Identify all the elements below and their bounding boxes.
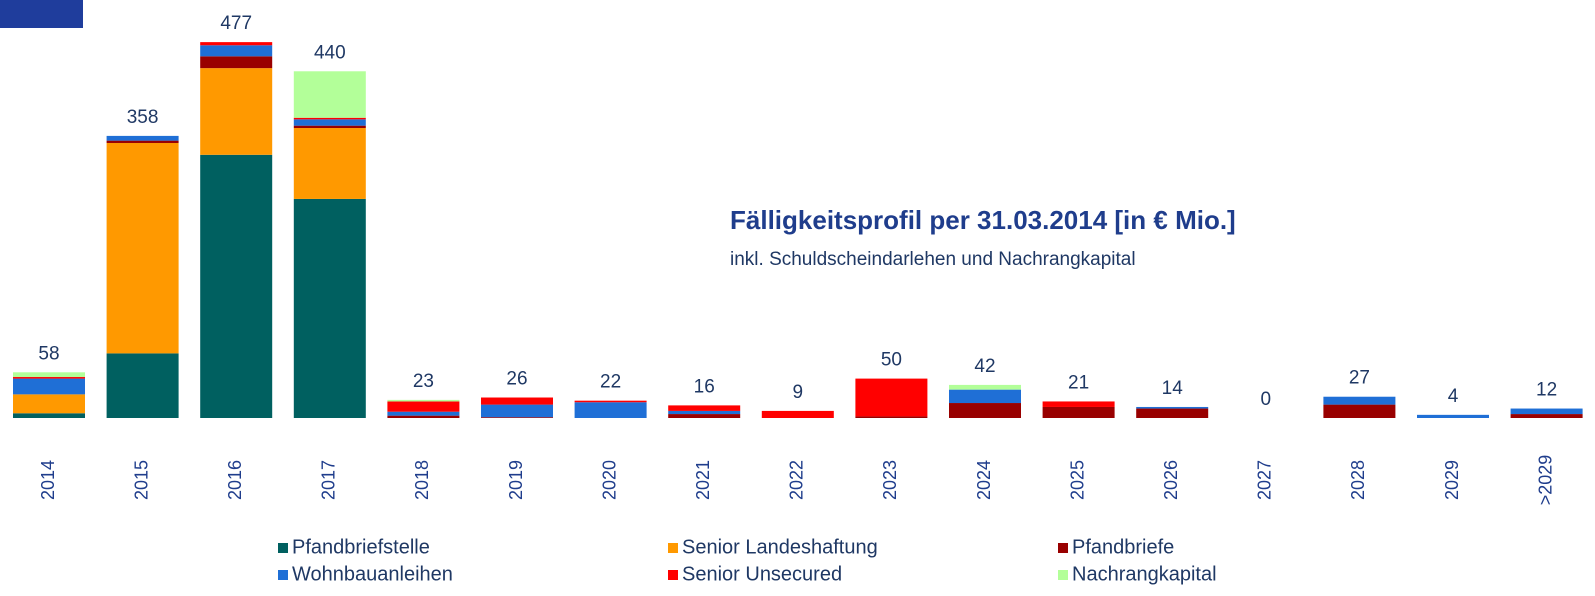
bar-segment xyxy=(293,117,366,120)
bar-segment xyxy=(106,353,179,418)
total-label: 0 xyxy=(1261,389,1272,410)
chart-subtitle: inkl. Schuldscheindarlehen und Nachrangk… xyxy=(730,249,1136,270)
total-label: 50 xyxy=(881,350,902,371)
bar-segment xyxy=(200,68,273,155)
x-tick-label: 2017 xyxy=(319,460,339,500)
legend-label: Senior Unsecured xyxy=(682,563,842,585)
total-label: 21 xyxy=(1068,372,1089,393)
x-tick-label: 2022 xyxy=(787,460,807,500)
bar-segment xyxy=(1510,414,1583,418)
legend-label: Pfandbriefe xyxy=(1072,536,1174,558)
total-label: 42 xyxy=(974,356,995,377)
bar-segment xyxy=(949,384,1021,390)
total-label: 22 xyxy=(600,372,621,393)
total-label: 12 xyxy=(1536,380,1557,401)
bar-segment xyxy=(387,401,460,412)
bar-segment xyxy=(481,417,553,418)
x-tick-label: 2019 xyxy=(506,460,526,500)
bar-segment xyxy=(481,397,553,405)
bar-segment xyxy=(1042,401,1115,407)
bar-segment xyxy=(574,400,647,403)
total-label: 14 xyxy=(1162,378,1184,399)
total-label: 58 xyxy=(38,343,59,364)
total-label: 440 xyxy=(314,42,346,63)
total-label: 16 xyxy=(694,376,715,397)
bar-segment xyxy=(761,410,834,418)
legend-swatch xyxy=(278,543,288,553)
bar-segment xyxy=(949,389,1021,404)
bar-segment xyxy=(200,56,273,69)
bar-segment xyxy=(13,372,85,378)
total-label: 23 xyxy=(413,371,434,392)
bar-segment xyxy=(1510,408,1583,415)
bar-segment xyxy=(1136,408,1209,418)
total-label: 27 xyxy=(1349,368,1370,389)
total-label: 4 xyxy=(1448,386,1459,407)
bar-segment xyxy=(1323,396,1396,405)
x-tick-label: 2016 xyxy=(225,460,245,500)
x-tick-label: 2028 xyxy=(1348,460,1368,500)
bar-segment xyxy=(293,198,366,418)
bar-segment xyxy=(668,405,741,411)
bar-segment xyxy=(855,416,928,418)
legend-label: Nachrangkapital xyxy=(1072,563,1217,585)
bar-segment xyxy=(481,404,553,418)
legend-swatch xyxy=(668,570,678,580)
bar-segment xyxy=(200,45,273,57)
bar-segment xyxy=(13,413,85,418)
x-tick-label: 2021 xyxy=(693,460,713,500)
x-tick-label: 2029 xyxy=(1442,460,1462,500)
bar-segment xyxy=(106,142,179,354)
bar-segment xyxy=(293,125,366,129)
x-tick-label: >2029 xyxy=(1535,455,1555,506)
legend-label: Pfandbriefstelle xyxy=(292,536,430,558)
legend-label: Wohnbauanleihen xyxy=(292,563,453,585)
bar-segment xyxy=(387,415,460,418)
bar-segment xyxy=(106,135,179,141)
bar-segment xyxy=(293,71,366,118)
bar-segment xyxy=(200,42,273,46)
logo-block xyxy=(0,0,83,28)
bar-segment xyxy=(949,403,1021,418)
legend-swatch xyxy=(278,570,288,580)
bar-segment xyxy=(668,414,741,418)
bar-segment xyxy=(1323,404,1396,418)
x-tick-label: 2014 xyxy=(38,460,58,500)
bar-segment xyxy=(1042,406,1115,418)
legend-swatch xyxy=(1058,543,1068,553)
bar-segment xyxy=(106,140,179,143)
bar-segment xyxy=(855,378,928,417)
bar-segment xyxy=(13,378,85,395)
bar-segment xyxy=(293,128,366,199)
total-label: 477 xyxy=(220,13,252,34)
x-tick-label: 2026 xyxy=(1161,460,1181,500)
bar-segment xyxy=(668,410,741,415)
chart-title: Fälligkeitsprofil per 31.03.2014 [in € M… xyxy=(730,205,1236,235)
bar-segment xyxy=(293,119,366,126)
bar-segment xyxy=(1136,406,1209,409)
legend-swatch xyxy=(1058,570,1068,580)
bar-segment xyxy=(200,154,273,419)
x-tick-label: 2024 xyxy=(974,460,994,500)
bar-segment xyxy=(387,411,460,416)
x-tick-label: 2023 xyxy=(880,460,900,500)
bar-segment xyxy=(13,377,85,379)
bar-segment xyxy=(574,402,647,418)
x-tick-label: 2025 xyxy=(1067,460,1087,500)
bar-segment xyxy=(387,399,460,402)
bar-segment xyxy=(13,394,85,414)
legend-label: Senior Landeshaftung xyxy=(682,536,878,558)
total-label: 26 xyxy=(506,369,527,390)
total-label: 358 xyxy=(127,107,159,128)
x-tick-label: 2015 xyxy=(131,460,151,500)
x-tick-label: 2027 xyxy=(1255,460,1275,500)
total-label: 9 xyxy=(793,382,804,403)
legend-swatch xyxy=(668,543,678,553)
bar-segment xyxy=(1417,414,1489,418)
x-tick-label: 2018 xyxy=(412,460,432,500)
x-tick-label: 2020 xyxy=(599,460,619,500)
